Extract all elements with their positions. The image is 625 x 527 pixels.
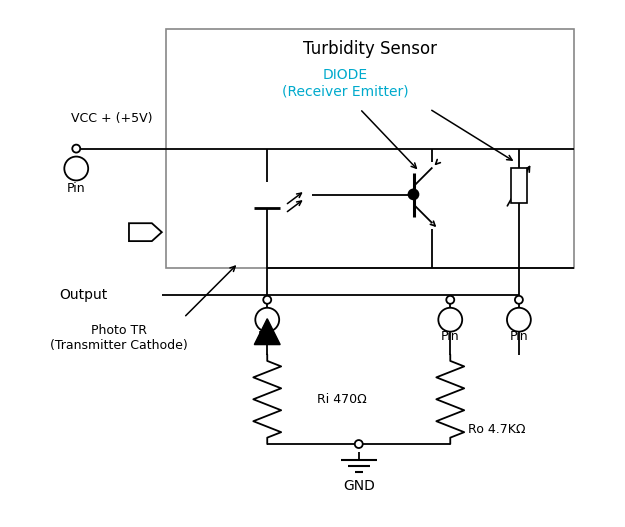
- Text: Output: Output: [59, 288, 108, 302]
- Circle shape: [255, 308, 279, 331]
- Circle shape: [507, 308, 531, 331]
- Text: Pin: Pin: [441, 330, 459, 343]
- Circle shape: [64, 157, 88, 180]
- Text: 2: 2: [446, 313, 454, 326]
- Text: Pin: Pin: [509, 330, 528, 343]
- Text: Photo TR
(Transmitter Cathode): Photo TR (Transmitter Cathode): [50, 324, 188, 352]
- Text: 1: 1: [515, 313, 523, 326]
- Text: DIODE
(Receiver Emitter): DIODE (Receiver Emitter): [281, 68, 408, 98]
- Circle shape: [72, 144, 80, 153]
- Text: 4: 4: [72, 162, 80, 175]
- Circle shape: [438, 308, 462, 331]
- Text: Ro 4.7KΩ: Ro 4.7KΩ: [468, 423, 526, 436]
- Bar: [166, 29, 574, 268]
- Text: 3: 3: [263, 313, 271, 326]
- Circle shape: [263, 296, 271, 304]
- Text: Pin: Pin: [67, 182, 86, 195]
- Circle shape: [515, 296, 523, 304]
- Polygon shape: [254, 319, 280, 345]
- Text: Pin: Pin: [258, 330, 276, 343]
- Text: Ri 470Ω: Ri 470Ω: [317, 393, 367, 406]
- Text: Turbidity Sensor: Turbidity Sensor: [302, 40, 437, 58]
- Circle shape: [446, 296, 454, 304]
- Bar: [511, 168, 527, 203]
- Text: GND: GND: [343, 479, 375, 493]
- Circle shape: [409, 189, 419, 199]
- Circle shape: [355, 440, 362, 448]
- Polygon shape: [129, 223, 162, 241]
- Text: VCC + (+5V): VCC + (+5V): [71, 112, 152, 125]
